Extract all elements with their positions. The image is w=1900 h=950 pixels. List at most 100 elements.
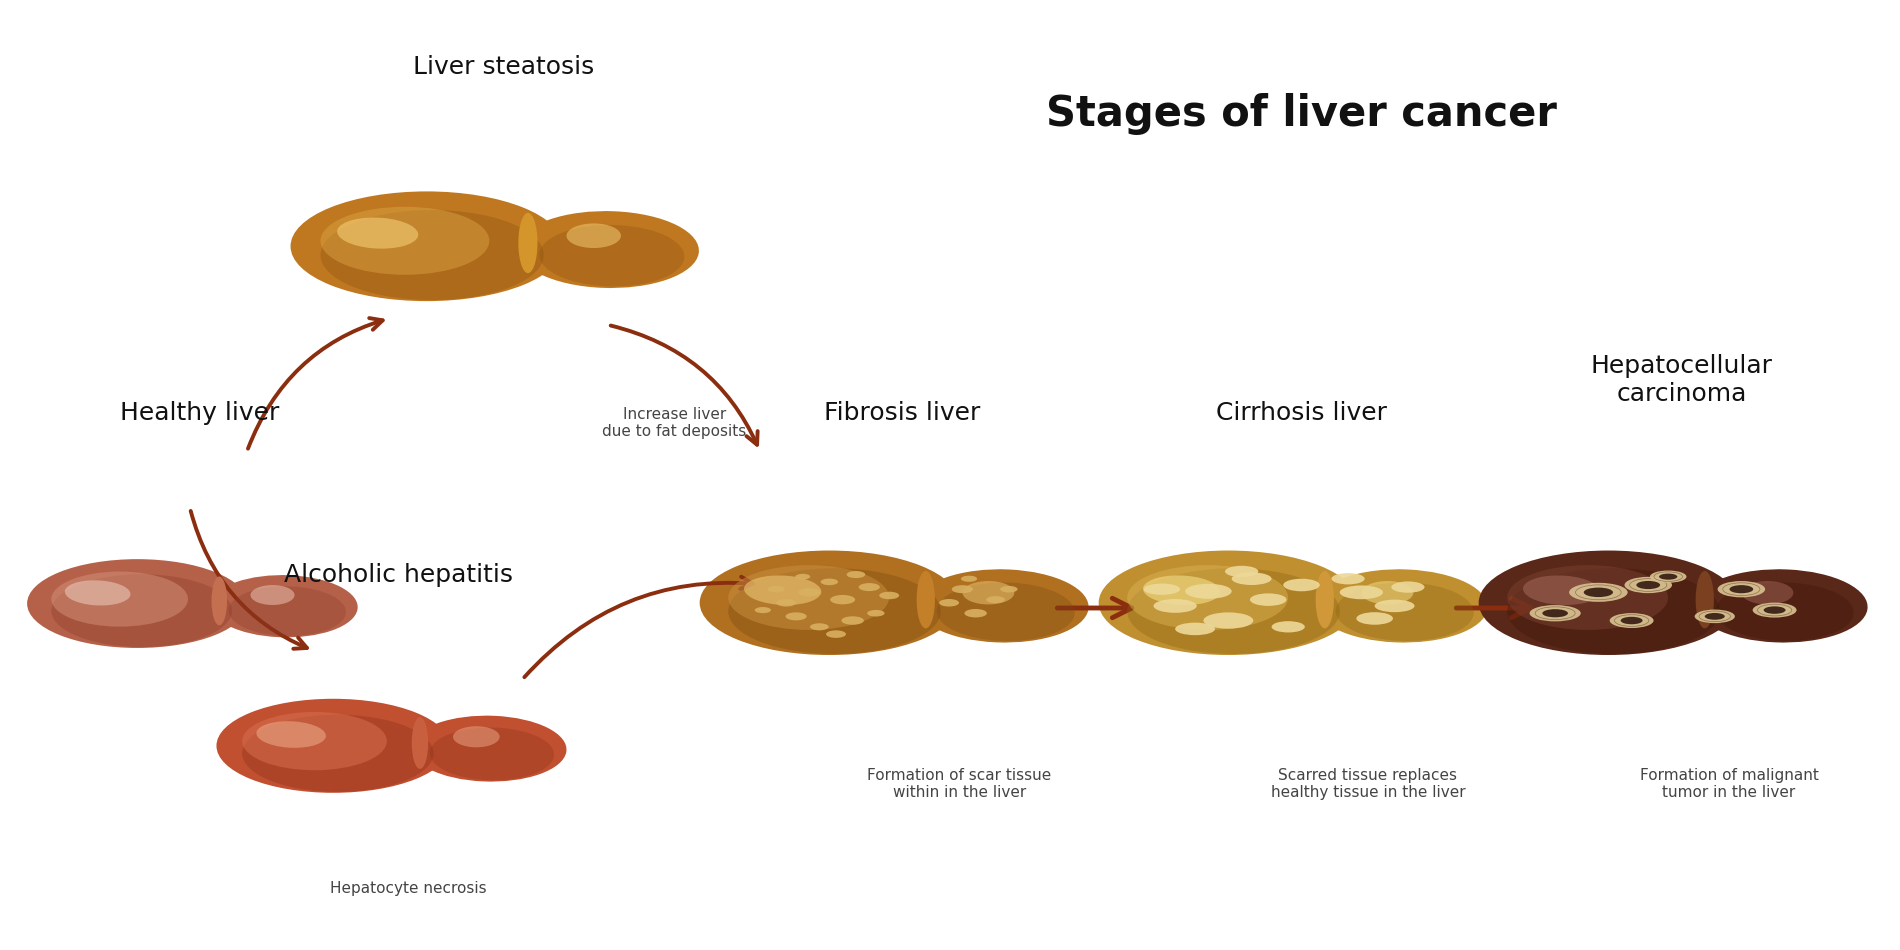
Ellipse shape <box>1695 571 1714 628</box>
Ellipse shape <box>1315 571 1334 628</box>
Ellipse shape <box>952 585 973 593</box>
Ellipse shape <box>1127 568 1340 654</box>
Ellipse shape <box>916 569 1089 642</box>
Ellipse shape <box>51 572 188 627</box>
Ellipse shape <box>916 571 935 628</box>
Ellipse shape <box>1336 582 1474 641</box>
Text: Fibrosis liver: Fibrosis liver <box>825 401 980 426</box>
Ellipse shape <box>809 623 828 631</box>
Ellipse shape <box>728 565 889 630</box>
Ellipse shape <box>1507 565 1668 630</box>
Ellipse shape <box>785 613 808 620</box>
Ellipse shape <box>412 717 428 769</box>
Ellipse shape <box>1153 599 1197 613</box>
Ellipse shape <box>796 574 809 580</box>
Ellipse shape <box>336 218 418 249</box>
Ellipse shape <box>754 607 771 613</box>
Ellipse shape <box>517 211 699 288</box>
Ellipse shape <box>1174 622 1216 636</box>
Ellipse shape <box>479 214 557 263</box>
Ellipse shape <box>1649 571 1687 582</box>
Ellipse shape <box>1704 613 1725 619</box>
Ellipse shape <box>1659 574 1678 580</box>
Ellipse shape <box>1186 583 1231 598</box>
Ellipse shape <box>452 726 500 748</box>
Ellipse shape <box>1340 585 1383 599</box>
Text: Alcoholic hepatitis: Alcoholic hepatitis <box>285 562 513 587</box>
Ellipse shape <box>211 575 357 637</box>
Ellipse shape <box>1609 613 1653 628</box>
Ellipse shape <box>1226 566 1258 577</box>
Ellipse shape <box>1659 572 1731 619</box>
Ellipse shape <box>821 579 838 585</box>
Ellipse shape <box>1695 569 1868 642</box>
Ellipse shape <box>429 728 555 780</box>
Ellipse shape <box>1535 607 1575 619</box>
Ellipse shape <box>866 610 885 617</box>
Ellipse shape <box>1758 604 1792 616</box>
Ellipse shape <box>880 592 899 599</box>
Ellipse shape <box>1624 577 1672 593</box>
Ellipse shape <box>321 210 543 300</box>
Ellipse shape <box>321 207 490 275</box>
Ellipse shape <box>937 582 1075 641</box>
Ellipse shape <box>1357 612 1393 625</box>
Ellipse shape <box>1203 613 1254 629</box>
Ellipse shape <box>1742 581 1794 604</box>
Ellipse shape <box>1575 585 1621 599</box>
Ellipse shape <box>961 576 977 581</box>
Ellipse shape <box>1729 585 1754 593</box>
Text: Hepatocellular
carcinoma: Hepatocellular carcinoma <box>1590 354 1773 406</box>
Ellipse shape <box>768 586 785 593</box>
Ellipse shape <box>291 191 562 301</box>
Ellipse shape <box>228 586 346 636</box>
Ellipse shape <box>1279 572 1351 619</box>
Ellipse shape <box>1271 621 1305 633</box>
Ellipse shape <box>211 577 228 625</box>
Ellipse shape <box>1250 594 1286 606</box>
Text: Formation of scar tissue
within in the liver: Formation of scar tissue within in the l… <box>868 768 1051 800</box>
Ellipse shape <box>745 576 821 605</box>
Ellipse shape <box>1543 609 1568 618</box>
Ellipse shape <box>1636 581 1661 589</box>
Ellipse shape <box>566 223 621 248</box>
Ellipse shape <box>1524 576 1600 605</box>
Ellipse shape <box>241 714 433 792</box>
Ellipse shape <box>1478 551 1738 656</box>
Ellipse shape <box>1723 583 1759 596</box>
Ellipse shape <box>1362 581 1414 604</box>
Ellipse shape <box>939 599 960 606</box>
Ellipse shape <box>830 595 855 604</box>
Ellipse shape <box>1332 573 1364 584</box>
Ellipse shape <box>1615 615 1649 626</box>
Ellipse shape <box>256 721 327 748</box>
Text: Hepatocyte necrosis: Hepatocyte necrosis <box>331 881 486 896</box>
Ellipse shape <box>180 578 241 618</box>
Ellipse shape <box>378 718 445 760</box>
Ellipse shape <box>847 571 864 579</box>
Text: Healthy liver: Healthy liver <box>120 401 279 426</box>
Ellipse shape <box>1376 599 1414 612</box>
Ellipse shape <box>1569 582 1628 602</box>
Ellipse shape <box>965 609 986 618</box>
Ellipse shape <box>1585 587 1613 598</box>
Ellipse shape <box>1763 606 1786 614</box>
Ellipse shape <box>728 568 940 654</box>
Ellipse shape <box>1507 568 1720 654</box>
Text: Cirrhosis liver: Cirrhosis liver <box>1216 401 1387 426</box>
Ellipse shape <box>1098 551 1358 656</box>
Ellipse shape <box>217 699 450 793</box>
Ellipse shape <box>842 617 865 625</box>
Text: Scarred tissue replaces
healthy tissue in the liver: Scarred tissue replaces healthy tissue i… <box>1271 768 1465 800</box>
Ellipse shape <box>1315 569 1488 642</box>
Ellipse shape <box>27 560 247 648</box>
Ellipse shape <box>986 596 1005 603</box>
Ellipse shape <box>826 631 846 637</box>
Ellipse shape <box>1144 583 1180 595</box>
Text: Stages of liver cancer: Stages of liver cancer <box>1047 93 1556 135</box>
Ellipse shape <box>1718 581 1765 598</box>
Ellipse shape <box>1127 565 1288 630</box>
Ellipse shape <box>241 712 388 770</box>
Ellipse shape <box>1621 617 1644 624</box>
Ellipse shape <box>775 599 796 606</box>
